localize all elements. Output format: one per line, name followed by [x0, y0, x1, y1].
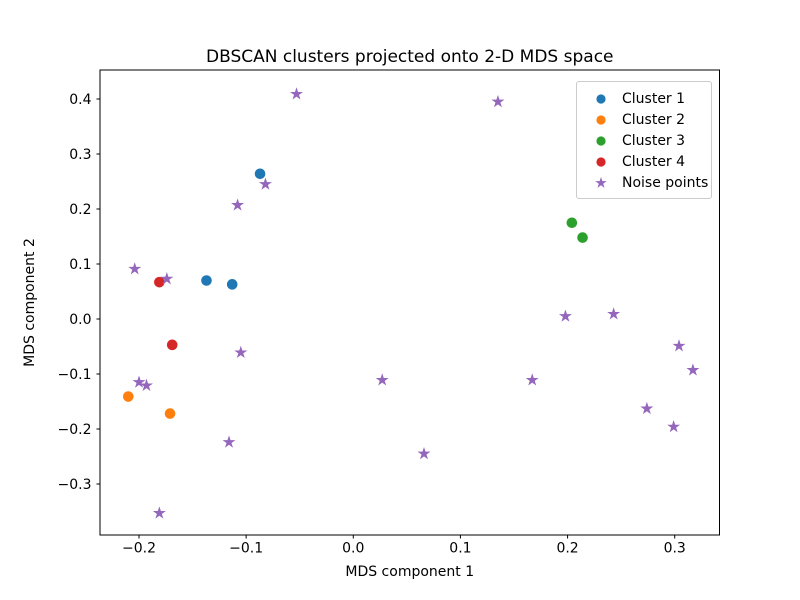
legend-item-label: Cluster 1 [622, 90, 686, 107]
data-point [577, 232, 588, 243]
noise-point [558, 309, 572, 322]
legend: Cluster 1 Cluster 2 Cluster 3 Cluster 4 … [576, 81, 712, 199]
circle-icon [596, 114, 606, 125]
y-axis-label: MDS component 2 [22, 238, 38, 367]
noise-point [672, 339, 686, 352]
data-point [154, 276, 165, 288]
cluster-2-marker-icon [596, 114, 606, 125]
x-tick-label: 0.2 [556, 541, 578, 557]
x-axis-ticks: −0.2 −0.1 0.0 0.1 0.2 0.3 [122, 535, 686, 557]
noise-point [290, 87, 303, 100]
circle-icon [596, 93, 606, 104]
noise-point [417, 446, 431, 460]
noise-point [160, 272, 174, 285]
y-tick-label: 0.4 [69, 92, 91, 108]
legend-item-label: Noise points [622, 174, 709, 191]
x-tick-label: −0.2 [122, 541, 156, 557]
legend-item: Cluster 3 [577, 130, 711, 151]
y-tick-label: −0.1 [58, 367, 92, 383]
y-tick-label: 0.3 [69, 147, 91, 163]
noise-point [375, 373, 389, 386]
noise-point [667, 420, 681, 433]
noise-point [140, 378, 153, 392]
data-point [226, 279, 238, 290]
noise-point [231, 198, 245, 211]
data-points [122, 87, 700, 519]
data-point [201, 275, 212, 286]
y-tick-label: −0.2 [58, 422, 92, 438]
circle-icon [596, 156, 606, 167]
data-point [566, 217, 578, 229]
legend-item-label: Cluster 2 [622, 111, 686, 128]
y-tick-label: −0.3 [58, 477, 92, 493]
legend-item: Cluster 2 [577, 109, 711, 130]
x-tick-label: 0.3 [664, 541, 686, 557]
cluster-1-marker-icon [596, 93, 606, 104]
axes-spines [99, 69, 720, 536]
noise-point [128, 262, 142, 275]
y-axis-ticks: −0.3 −0.2 −0.1 0.0 0.1 0.2 0.3 0.4 [58, 92, 100, 493]
circle-icon [596, 135, 606, 146]
legend-item-label: Cluster 3 [622, 132, 686, 149]
x-tick-label: −0.1 [229, 541, 263, 557]
noise-point [525, 373, 539, 386]
noise-points-marker-icon [595, 176, 607, 188]
cluster-3-marker-icon [596, 135, 606, 146]
legend-item: Cluster 4 [577, 151, 711, 172]
chart-title: DBSCAN clusters projected onto 2-D MDS s… [206, 47, 614, 67]
data-point [254, 168, 266, 180]
noise-point [258, 177, 272, 190]
noise-point [152, 506, 166, 519]
x-tick-label: 0.0 [342, 541, 364, 557]
noise-point [132, 375, 146, 388]
legend-item-label: Cluster 4 [622, 153, 686, 170]
y-tick-label: 0.1 [69, 257, 91, 273]
legend-item: Cluster 1 [577, 88, 711, 109]
x-tick-label: 0.1 [449, 541, 471, 557]
y-tick-label: 0.2 [69, 202, 91, 218]
data-point [164, 408, 176, 419]
y-tick-label: 0.0 [69, 312, 91, 328]
noise-point [491, 94, 505, 108]
data-point [122, 391, 134, 402]
x-axis-label: MDS component 1 [345, 564, 474, 580]
noise-point [234, 345, 248, 359]
data-point [166, 339, 178, 351]
cluster-4-marker-icon [596, 156, 606, 167]
legend-item: Noise points [577, 172, 711, 193]
star-icon [595, 176, 607, 188]
noise-point [222, 435, 236, 448]
noise-point [607, 307, 621, 320]
noise-point [686, 363, 700, 376]
noise-point [640, 401, 654, 415]
